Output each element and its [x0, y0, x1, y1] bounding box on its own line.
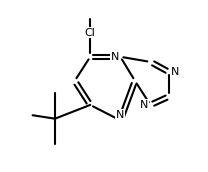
- Text: N: N: [116, 110, 125, 120]
- Text: Cl: Cl: [85, 28, 96, 37]
- Text: N: N: [171, 67, 180, 77]
- Text: N: N: [111, 52, 119, 62]
- Text: N: N: [140, 100, 149, 110]
